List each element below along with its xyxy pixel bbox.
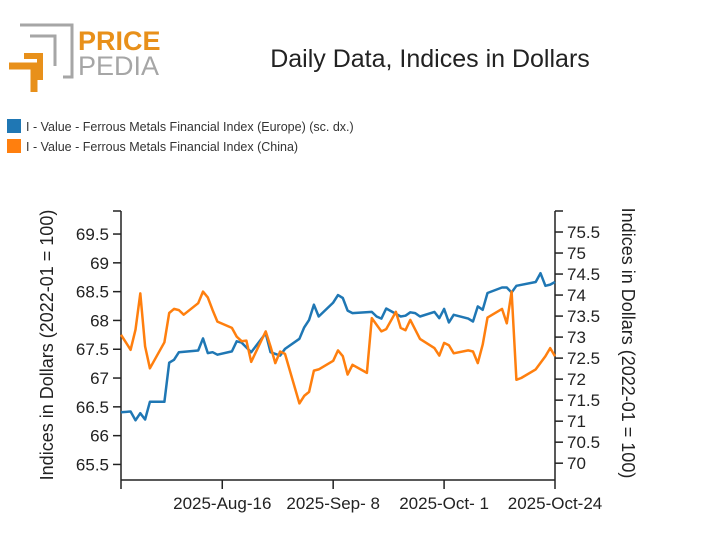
y-tick-label-left: 68 <box>90 311 109 330</box>
legend-label-europe: I - Value - Ferrous Metals Financial Ind… <box>26 120 354 134</box>
y-tick-label-right: 71.5 <box>567 391 600 410</box>
x-tick-label: 2025-Aug-16 <box>173 494 271 513</box>
y-tick-label-right: 73 <box>567 328 586 347</box>
y-tick-label-right: 70.5 <box>567 433 600 452</box>
y-tick-label-right: 70 <box>567 454 586 473</box>
y-tick-label-left: 68.5 <box>76 283 109 302</box>
y-tick-label-right: 71 <box>567 412 586 431</box>
y-tick-label-left: 69 <box>90 254 109 273</box>
y-axis-label-left: Indices in Dollars (2022-01 = 100) <box>37 210 57 481</box>
y-tick-label-left: 66.5 <box>76 398 109 417</box>
y-tick-label-right: 72 <box>567 370 586 389</box>
y-tick-label-right: 74.5 <box>567 265 600 284</box>
y-tick-label-left: 69.5 <box>76 225 109 244</box>
axes: 65.5 66 66.5 67 67.5 68 68.5 69 69.5 70 70.5 71 71.5… <box>76 211 602 513</box>
x-tick-label: 2025-Oct- 1 <box>399 494 489 513</box>
y-tick-label-right: 73.5 <box>567 307 600 326</box>
y-tick-label-left: 66 <box>90 427 109 446</box>
series-line-europe <box>121 273 555 420</box>
x-tick-label: 2025-Sep- 8 <box>286 494 380 513</box>
y-tick-label-right: 72.5 <box>567 349 600 368</box>
y-axis-label-right: Indices in Dollars (2022-01 = 100) <box>618 208 638 479</box>
legend: I - Value - Ferrous Metals Financial Ind… <box>7 119 354 154</box>
y-tick-label-right: 75.5 <box>567 223 600 242</box>
legend-swatch-china <box>7 139 21 153</box>
y-tick-label-left: 67 <box>90 369 109 388</box>
y-tick-label-left: 65.5 <box>76 455 109 474</box>
legend-label-china: I - Value - Ferrous Metals Financial Ind… <box>26 140 298 154</box>
series-line-china <box>121 292 555 404</box>
svg-text:PEDIA: PEDIA <box>78 51 159 81</box>
chart-title: Daily Data, Indices in Dollars <box>270 45 590 73</box>
legend-swatch-europe <box>7 119 21 133</box>
y-tick-label-right: 74 <box>567 286 586 305</box>
y-tick-label-right: 75 <box>567 244 586 263</box>
y-tick-label-left: 67.5 <box>76 340 109 359</box>
x-tick-label: 2025-Oct-24 <box>508 494 603 513</box>
pricepedia-logo: PRICE PEDIA <box>9 25 161 92</box>
series-lines <box>121 273 555 420</box>
